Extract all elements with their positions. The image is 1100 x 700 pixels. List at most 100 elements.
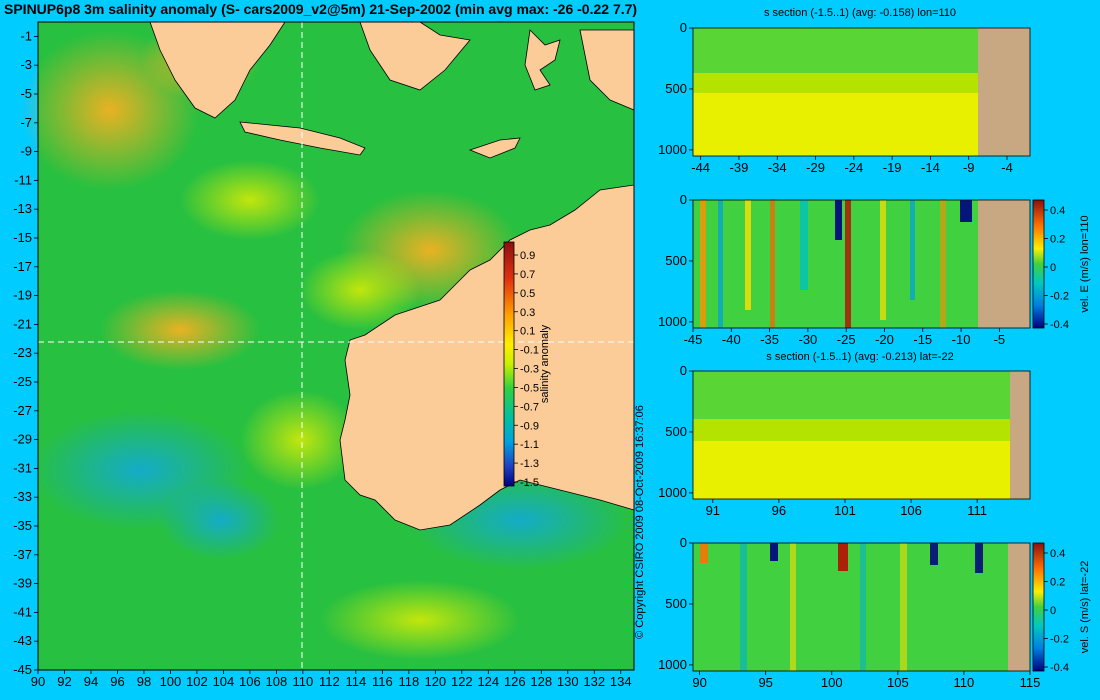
map-y-tick-label: -31 bbox=[13, 460, 32, 475]
s-section-lat22-title: s section (-1.5..1) (avg: -0.213) lat=-2… bbox=[766, 351, 953, 363]
map-panel: 90 92 94 96 98 100 102 104 106 108 110 112 114 116 118… bbox=[13, 20, 646, 689]
salinity-cb-tick-label: -1.3 bbox=[520, 458, 539, 470]
map-y-tick-label: -3 bbox=[20, 57, 32, 72]
map-x-tick-label: 96 bbox=[110, 674, 124, 689]
map-x-tick-label: 118 bbox=[398, 674, 419, 689]
map-x-tick-label: 128 bbox=[530, 674, 552, 689]
s-section-lon110-x-ticks: -44 -39 -34 -29 -24 -19 -14 -9 -4 bbox=[691, 156, 1013, 175]
salinity-cb-tick-label: 0.7 bbox=[520, 269, 535, 281]
s-section-lat22-x-tick-label: 101 bbox=[834, 503, 856, 518]
map-frame bbox=[37, 21, 635, 671]
vel-s-section-lat22-x-ticks: 90 95 100 105 110 115 bbox=[692, 671, 1040, 690]
s-section-lon110-x-tick-label: -29 bbox=[806, 160, 825, 175]
vel-cb-tick-label: -0.4 bbox=[1050, 662, 1069, 674]
vel-s-section-lat22-x-tick-label: 90 bbox=[692, 675, 706, 690]
salinity-colorbar-label: salinity anomaly bbox=[539, 324, 551, 403]
vel-e-section-lon110-x-tick-label: -20 bbox=[875, 332, 894, 347]
s-section-lon110-x-tick-label: -39 bbox=[730, 160, 749, 175]
vel-e-section-lon110-y-tick-label: 0 bbox=[680, 192, 687, 207]
timor-landmass bbox=[468, 137, 521, 159]
map-y-tick-label: -15 bbox=[13, 230, 32, 245]
s-section-lat22-y-tick-label: 1000 bbox=[658, 485, 687, 500]
vel-e-section-lon110-land bbox=[978, 200, 1030, 328]
salinity-colorbar-ticks: 0.9 0.7 0.5 0.3 0.1 -0.1 -0.3 -0.5 -0.7 -0.9 -1.1 -… bbox=[514, 250, 539, 489]
map-x-tick-label: 100 bbox=[160, 674, 182, 689]
s-section-lon110-x-tick-label: -9 bbox=[963, 160, 975, 175]
vel-e-colorbar-label: vel. E (m/s) lon=110 bbox=[1079, 215, 1091, 312]
s-section-lat22-x-tick-label: 96 bbox=[772, 503, 786, 518]
vel-s-colorbar-label: vel. S (m/s) lat=-22 bbox=[1079, 561, 1091, 654]
vel-e-section-lon110-x-tick-label: -25 bbox=[837, 332, 856, 347]
map-y-tick-label: -29 bbox=[13, 432, 32, 447]
map-y-tick-label: -37 bbox=[13, 547, 32, 562]
s-section-lat22-panel: s section (-1.5..1) (avg: -0.213) lat=-2… bbox=[658, 351, 1031, 518]
map-y-tick-label: -21 bbox=[13, 316, 32, 331]
vel-e-streaks bbox=[700, 200, 972, 328]
map-y-ticks: -1 -3 -5 -7 -9 -11 -13 -15 -17 -19 -21 -23 -25 -27 -29… bbox=[13, 28, 38, 677]
s-section-lon110-x-tick-label: -44 bbox=[691, 160, 710, 175]
map-y-tick-label: -5 bbox=[20, 86, 32, 101]
vel-cb-tick-label: -0.2 bbox=[1050, 634, 1069, 646]
map-y-tick-label: -7 bbox=[20, 115, 32, 130]
salinity-cb-tick-label: -0.7 bbox=[520, 401, 539, 413]
salinity-cb-tick-label: -0.3 bbox=[520, 364, 539, 376]
map-x-tick-label: 116 bbox=[372, 674, 393, 689]
map-x-tick-label: 108 bbox=[266, 674, 288, 689]
copyright-text: © Copyright CSIRO 2009 08-Oct-2009 16:37… bbox=[634, 405, 646, 639]
map-y-tick-label: -25 bbox=[13, 374, 32, 389]
vel-cb-tick-label: 0 bbox=[1050, 605, 1056, 617]
vel-e-colorbar bbox=[1032, 199, 1045, 329]
java-landmass bbox=[239, 121, 366, 156]
vel-e-section-lon110-y-tick-label: 500 bbox=[665, 253, 687, 268]
vel-cb-tick-label: 0.2 bbox=[1050, 234, 1065, 246]
map-x-tick-label: 124 bbox=[477, 674, 499, 689]
vel-s-section-lat22-y-tick-label: 1000 bbox=[658, 657, 687, 672]
map-x-tick-label: 92 bbox=[57, 674, 71, 689]
vel-cb-tick-label: 0 bbox=[1050, 262, 1056, 274]
map-x-tick-label: 130 bbox=[557, 674, 579, 689]
new-guinea-landmass bbox=[579, 29, 635, 111]
s-section-lat22-x-tick-label: 91 bbox=[706, 503, 720, 518]
vel-e-section-lon110-y-tick-label: 1000 bbox=[658, 314, 687, 329]
s-section-lon110-land bbox=[978, 28, 1030, 156]
salinity-cb-tick-label: 0.5 bbox=[520, 288, 535, 300]
vel-e-section-lon110-x-tick-label: -40 bbox=[722, 332, 741, 347]
map-x-tick-label: 114 bbox=[345, 674, 366, 689]
vel-s-section-lat22-x-tick-label: 110 bbox=[954, 675, 975, 690]
salinity-colorbar bbox=[503, 241, 515, 487]
map-y-tick-label: -43 bbox=[13, 633, 32, 648]
map-x-tick-label: 132 bbox=[583, 674, 605, 689]
map-x-tick-label: 98 bbox=[137, 674, 151, 689]
salinity-cb-tick-label: -1.1 bbox=[520, 439, 539, 451]
vel-e-section-lon110-x-ticks: -45 -40 -35 -30 -25 -20 -15 -10 -5 bbox=[684, 328, 1006, 347]
vel-s-section-lat22-y-tick-label: 0 bbox=[680, 535, 687, 550]
map-x-tick-label: 122 bbox=[451, 674, 473, 689]
figure-title: SPINUP6p8 3m salinity anomaly (S- cars20… bbox=[4, 1, 637, 17]
map-y-tick-label: -11 bbox=[14, 172, 32, 187]
salinity-cb-tick-label: 0.9 bbox=[520, 250, 535, 262]
map-y-tick-label: -35 bbox=[13, 518, 32, 533]
map-x-tick-label: 112 bbox=[319, 674, 340, 689]
salinity-cb-tick-label: -1.5 bbox=[520, 477, 539, 489]
vel-cb-tick-label: -0.4 bbox=[1050, 319, 1069, 331]
salinity-cb-tick-label: -0.5 bbox=[520, 382, 539, 394]
salinity-cb-tick-label: -0.9 bbox=[520, 420, 539, 432]
s-section-lon110-y-ticks: 0 500 1000 bbox=[658, 20, 693, 157]
s-section-lon110-x-tick-label: -4 bbox=[1001, 160, 1013, 175]
vel-e-section-lon110-x-tick-label: -5 bbox=[994, 332, 1006, 347]
map-x-tick-label: 126 bbox=[504, 674, 526, 689]
map-x-tick-label: 102 bbox=[186, 674, 208, 689]
s-section-lon110-panel: s section (-1.5..1) (avg: -0.158) lon=11… bbox=[658, 7, 1031, 175]
vel-e-section-lon110-y-ticks: 0 500 1000 bbox=[658, 192, 693, 329]
sulawesi-landmass bbox=[524, 29, 561, 91]
map-x-ticks: 90 92 94 96 98 100 102 104 106 108 110 112 114 116 118… bbox=[31, 670, 632, 689]
s-section-lon110-y-tick-label: 1000 bbox=[658, 142, 687, 157]
map-y-tick-label: -19 bbox=[13, 288, 32, 303]
vel-cb-tick-label: -0.2 bbox=[1050, 291, 1069, 303]
vel-s-section-lat22-x-tick-label: 95 bbox=[758, 675, 772, 690]
map-land bbox=[149, 21, 635, 531]
vel-s-section-lat22-y-ticks: 0 500 1000 bbox=[658, 535, 693, 672]
map-x-tick-label: 106 bbox=[239, 674, 261, 689]
map-y-tick-label: -41 bbox=[13, 604, 32, 619]
